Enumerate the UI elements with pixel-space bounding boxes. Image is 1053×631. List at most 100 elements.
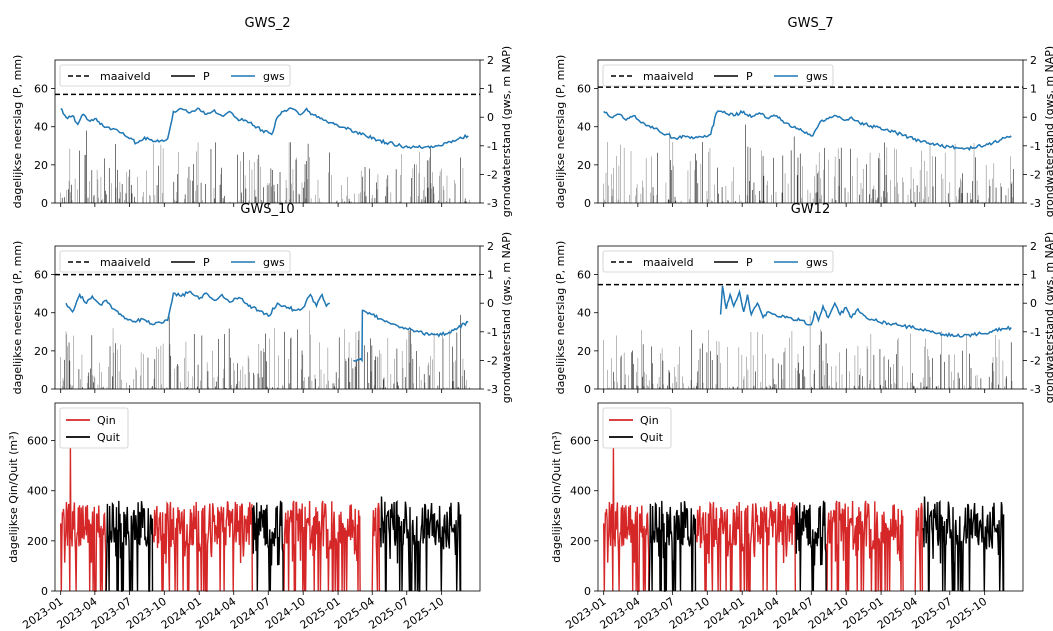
y2-tick-label: 1 [1030,83,1037,96]
y-tick-label: 40 [34,121,48,134]
y-tick-label: 40 [577,121,591,134]
y2-tick-label: -3 [487,383,498,396]
y2-tick-label: -1 [1030,140,1041,153]
y-tick-label: 200 [570,535,591,548]
y-tick-label: 40 [34,307,48,320]
precip-bars [603,124,1014,203]
y-tick-label: 0 [584,383,591,396]
legend-label: maaiveld [643,256,694,269]
y-tick-label: 40 [577,307,591,320]
y2-tick-label: 0 [487,297,494,310]
y2-tick-label: 1 [487,269,494,282]
y-tick-label: 20 [34,159,48,172]
y-tick-label: 600 [570,435,591,448]
legend-label: gws [263,256,285,269]
plot-frame [54,59,481,204]
chart-title: GWS_2 [245,16,291,31]
y2-tick-label: -1 [1030,326,1041,339]
legend-label: maaiveld [643,70,694,83]
plot-frame [597,59,1024,204]
gws-line [65,290,330,326]
y-tick-label: 0 [41,197,48,210]
y-axis-label: dagelijkse neerslag (P, mm) [11,55,24,209]
y2-tick-label: 0 [487,111,494,124]
y-axis-label: dagelijkse neerslag (P, mm) [554,241,567,395]
legend-label: Qin [97,414,116,427]
panel-gws_10: GWS_10 0 20 40 60 -3 -2 -1 0 1 2 dagelijkse neersla… [11,202,513,403]
y2-axis-label: grondwaterstand (gws, m NAP) [1043,46,1053,217]
y2-tick-label: -3 [1030,197,1041,210]
y2-tick-label: -1 [487,326,498,339]
y-axis-label: dagelijkse neerslag (P, mm) [11,241,24,395]
precip-bars [60,310,471,389]
y2-tick-label: 2 [487,54,494,67]
y2-tick-label: -2 [1030,354,1041,367]
y-tick-label: 0 [584,197,591,210]
chart-title: GW12 [791,202,830,217]
gws-line [603,109,1012,152]
legend-label: gws [806,256,828,269]
y-tick-label: 60 [577,269,591,282]
series-quit [105,496,462,592]
panel-gw12: GW12 0 20 40 60 -3 -2 -1 0 1 2 dagelijkse neerslag … [554,202,1053,403]
legend-label: Quit [97,431,121,444]
y-tick-label: 0 [41,383,48,396]
y2-tick-label: 2 [1030,240,1037,253]
y-axis-label: dagelijkse Qin/Quit (m³) [550,431,563,563]
y2-tick-label: 0 [1030,297,1037,310]
y2-tick-label: -2 [487,354,498,367]
panel-q-2: 02004006002023-012023-042023-072023-1020… [550,402,1024,631]
y2-axis-label: grondwaterstand (gws, m NAP) [1043,232,1053,403]
legend-box [59,407,129,449]
y-tick-label: 600 [27,435,48,448]
legend: Qin Quit [602,407,672,449]
panel-gws_2: GWS_2 0 20 40 60 -3 -2 -1 0 1 2 dagelijkse neerslag… [11,16,513,217]
legend-label: Quit [640,431,664,444]
y-tick-label: 400 [570,485,591,498]
chart-title: GWS_7 [788,16,834,31]
legend-label: P [746,70,753,83]
precip-bars [603,315,1013,389]
chart-title: GWS_10 [240,202,294,217]
y2-tick-label: 1 [487,83,494,96]
legend-label: gws [806,70,828,83]
panel-gws_7: GWS_7 0 20 40 60 -3 -2 -1 0 1 2 dagelijkse neerslag… [554,16,1053,217]
y-tick-label: 200 [27,535,48,548]
plot-frame [54,245,481,390]
y-tick-label: 20 [34,345,48,358]
y2-tick-label: -2 [487,168,498,181]
x-tick-label: 2025-10 [944,595,989,631]
series-quit [648,496,1005,592]
legend-label: P [746,256,753,269]
y-axis-label: dagelijkse Qin/Quit (m³) [7,431,20,563]
legend-label: gws [263,70,285,83]
y-tick-label: 400 [27,485,48,498]
legend-box [602,407,672,449]
x-tick-label: 2025-10 [401,595,446,631]
y-tick-label: 20 [577,159,591,172]
series-qin [60,447,381,592]
precip-bars [60,130,471,203]
plot-frame [597,402,1024,592]
y2-tick-label: -3 [487,197,498,210]
y2-tick-label: 0 [1030,111,1037,124]
series-qin [603,447,924,592]
legend-label: P [203,256,210,269]
y2-tick-label: 2 [1030,54,1037,67]
legend-label: P [203,70,210,83]
legend: Qin Quit [59,407,129,449]
y2-axis-label: grondwaterstand (gws, m NAP) [500,46,513,217]
y2-tick-label: -2 [1030,168,1041,181]
y2-tick-label: 2 [487,240,494,253]
legend-label: maaiveld [100,256,151,269]
y-tick-label: 60 [34,83,48,96]
y2-axis-label: grondwaterstand (gws, m NAP) [500,232,513,403]
y-tick-label: 0 [584,585,591,598]
gws-line [719,285,1012,338]
gws-line [60,107,469,150]
